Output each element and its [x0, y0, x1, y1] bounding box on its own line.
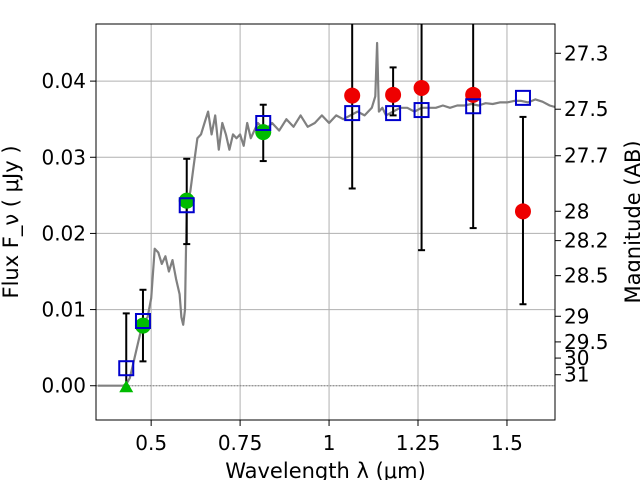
model-photometry-square [134, 313, 151, 329]
y-tick-label: 0.02 [41, 221, 86, 245]
observed-point-green [134, 317, 151, 334]
magnitude-tick-label: 28.2 [564, 229, 609, 253]
magnitude-tick-label: 27.5 [564, 97, 609, 121]
magnitude-tick-label: 28.5 [564, 264, 609, 288]
x-ticks: 0.5 0.75 1 1.25 1.5 [135, 420, 523, 455]
magnitude-tick-label: 27.7 [564, 144, 609, 168]
magnitude-tick-label: 29 [564, 304, 589, 328]
magnitude-tick-label: 29.5 [564, 330, 609, 354]
x-tick-label: 1 [323, 431, 336, 455]
upper-limit-marker [119, 380, 134, 393]
y-ticks: 0.00 0.01 0.02 0.03 0.04 [41, 69, 96, 398]
model-photometry-square [178, 197, 195, 214]
x-tick-label: 0.75 [218, 431, 263, 455]
y-tick-label: 0.03 [41, 145, 86, 169]
grid [96, 24, 555, 420]
magnitude-tick-label: 30 [564, 346, 589, 370]
magnitude-tick-label: 27.3 [564, 41, 609, 65]
model-spectrum-layer [97, 41, 556, 387]
model-spectrum-line [97, 41, 556, 387]
observed-point-green [178, 192, 195, 209]
x-tick-label: 1.5 [491, 431, 523, 455]
model-photometry-square [413, 102, 430, 119]
magnitude-tick-label: 31 [564, 363, 589, 387]
y-axis-label: Flux F_ν ( μJy ) [0, 145, 24, 298]
model-photometry-square [255, 115, 272, 131]
observed-point-red [344, 87, 361, 104]
observed-point-red [385, 86, 402, 103]
y-tick-label: 0.00 [41, 374, 86, 398]
model-photometry-square [118, 360, 135, 377]
plot-frame [95, 23, 556, 421]
model-photometry-square [465, 98, 482, 115]
x-axis-label: Wavelength λ (μm) [225, 459, 426, 480]
model-photometry-square [514, 89, 531, 106]
observed-point-red [465, 86, 482, 103]
x-tick-label: 0.5 [135, 431, 167, 455]
magnitude-axis-label: Magnitude (AB) [621, 140, 640, 303]
model-photometry-square [344, 105, 361, 122]
model-photometry-square [385, 105, 402, 122]
observed-point-green [255, 124, 272, 141]
observed-point-red [413, 79, 430, 96]
magnitude-tick-label: 28 [564, 199, 589, 223]
y-tick-label: 0.01 [41, 298, 86, 322]
observed-point-red [514, 203, 531, 220]
y-tick-label: 0.04 [41, 69, 86, 93]
x-tick-label: 1.25 [396, 431, 441, 455]
data-points [118, 79, 531, 393]
